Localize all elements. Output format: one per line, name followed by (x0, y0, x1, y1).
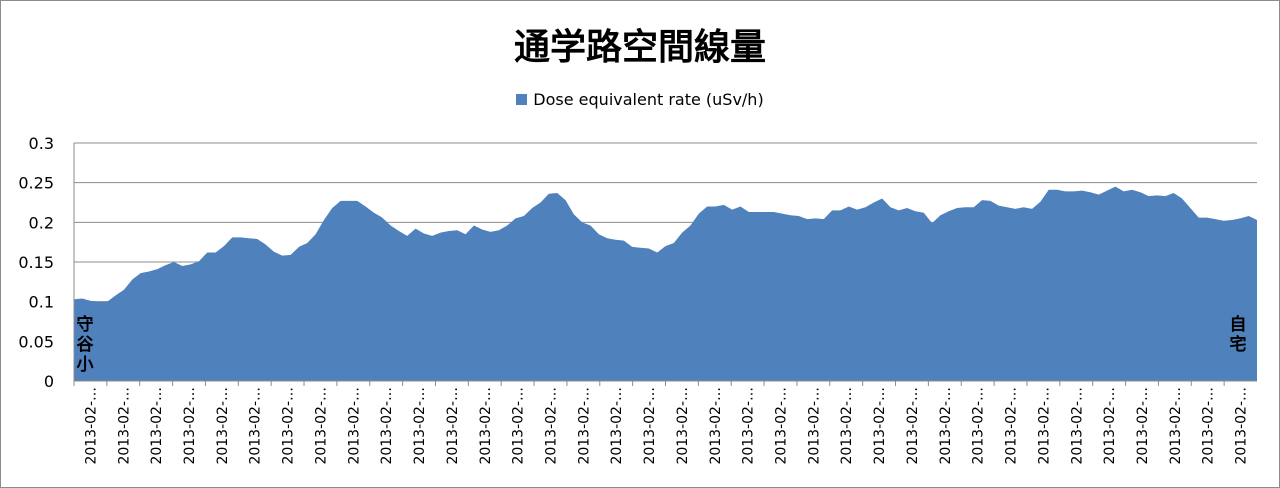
x-tick-label: 2013-02-… (971, 387, 987, 465)
start-annotation: 守 (77, 314, 94, 335)
x-tick-label: 2013-02-… (1004, 387, 1020, 465)
x-tick-label: 2013-02-… (806, 387, 822, 465)
x-tick-label: 2013-02-… (412, 387, 428, 465)
legend-swatch (516, 94, 528, 105)
x-tick-label: 2013-02-… (708, 387, 724, 465)
x-tick-label: 2013-02-… (149, 387, 165, 465)
x-tick-label: 2013-02-… (215, 387, 231, 465)
start-annotation: 小 (77, 355, 94, 375)
x-tick-label: 2013-02-… (839, 387, 855, 465)
x-tick-label: 2013-02-… (445, 387, 461, 465)
y-tick-label: 0 (44, 372, 54, 391)
x-tick-label: 2013-02-… (511, 387, 527, 465)
start-annotation: 谷 (77, 335, 95, 355)
x-tick-label: 2013-02-… (1168, 387, 1184, 465)
x-tick-label: 2013-02-… (1069, 387, 1085, 465)
y-tick-label: 0.2 (29, 213, 54, 232)
x-tick-label: 2013-02-… (478, 387, 494, 465)
x-tick-label: 2013-02-… (182, 387, 198, 465)
x-tick-label: 2013-02-… (1201, 387, 1217, 465)
x-tick-label: 2013-02-… (938, 387, 954, 465)
x-tick-label: 2013-02-… (544, 387, 560, 465)
x-tick-label: 2013-02-… (1234, 387, 1250, 465)
x-tick-label: 2013-02-… (379, 387, 395, 465)
y-tick-label: 0.15 (18, 253, 54, 272)
x-tick-label: 2013-02-… (116, 387, 132, 465)
x-tick-label: 2013-02-… (83, 387, 99, 465)
x-tick-label: 2013-02-… (248, 387, 264, 465)
x-tick-label: 2013-02-… (609, 387, 625, 465)
x-tick-label: 2013-02-… (1135, 387, 1151, 465)
x-tick-label: 2013-02-… (346, 387, 362, 465)
x-tick-label: 2013-02-… (905, 387, 921, 465)
area-series (74, 186, 1257, 381)
y-tick-label: 0.1 (29, 293, 54, 312)
legend: Dose equivalent rate (uSv/h) (0, 90, 1280, 109)
x-tick-label: 2013-02-… (576, 387, 592, 465)
x-tick-label: 2013-02-… (872, 387, 888, 465)
x-tick-label: 2013-02-… (675, 387, 691, 465)
legend-label: Dose equivalent rate (uSv/h) (533, 90, 764, 109)
chart-title: 通学路空間線量 (513, 27, 766, 68)
end-annotation: 自 (1230, 314, 1247, 335)
y-tick-label: 0.3 (29, 134, 54, 153)
x-tick-label: 2013-02-… (642, 387, 658, 465)
x-tick-label: 2013-02-… (1102, 387, 1118, 465)
x-tick-label: 2013-02-… (314, 387, 330, 465)
end-annotation: 宅 (1230, 334, 1247, 355)
y-tick-label: 0.25 (18, 174, 54, 193)
x-tick-label: 2013-02-… (1036, 387, 1052, 465)
x-tick-label: 2013-02-… (741, 387, 757, 465)
x-tick-label: 2013-02-… (281, 387, 297, 465)
x-tick-label: 2013-02-… (774, 387, 790, 465)
y-tick-label: 0.05 (18, 332, 54, 351)
